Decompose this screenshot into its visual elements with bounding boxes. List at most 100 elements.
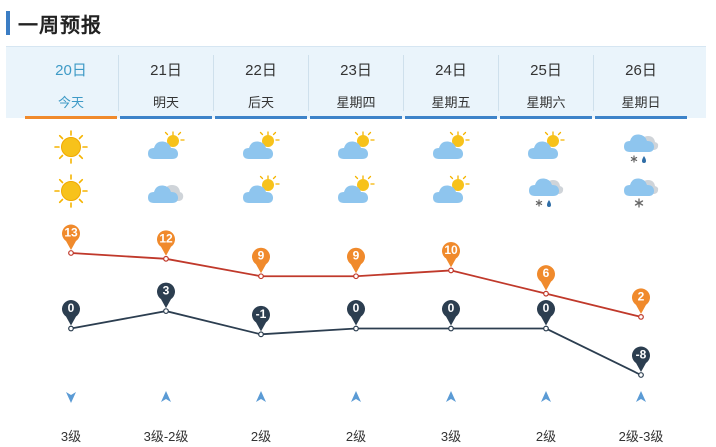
low-temp-label: 0 (68, 301, 75, 315)
low-temp-point (258, 331, 264, 338)
low-temp-label: 3 (163, 284, 170, 298)
sunny-icon (51, 173, 91, 209)
day-name: 后天 (247, 95, 274, 110)
wind-arrow-up-icon (634, 390, 648, 404)
wind-arrow-up-icon (254, 390, 268, 404)
section-header: 一周预报 (6, 8, 102, 38)
high-temp-point (638, 314, 644, 320)
wind-level-label: 2级 (345, 429, 367, 444)
low-temp-point (638, 372, 644, 378)
wind-level-label: 3级 (440, 429, 462, 444)
day-date: 21日 (150, 62, 182, 79)
high-temp-label: 6 (543, 266, 550, 280)
high-temp-marker (631, 288, 650, 314)
day-name: 今天 (57, 95, 84, 110)
wind-level-label: 2级-3级 (618, 429, 664, 444)
day-name: 星期日 (621, 95, 661, 110)
high-temp-label: 9 (258, 249, 265, 263)
high-temp-marker (156, 230, 176, 256)
day-separator (118, 55, 119, 111)
high-temp-marker (537, 265, 555, 291)
partly-cloudy-icon (336, 129, 376, 165)
day-tab-2[interactable]: 22日后天 (215, 47, 307, 119)
partly-cloudy-icon (526, 129, 566, 165)
low-temp-marker (631, 346, 650, 372)
wind-arrow-up-icon (539, 390, 553, 404)
day-tab-underline (120, 116, 212, 119)
day-separator (213, 55, 214, 111)
partly-cloudy-icon (431, 173, 471, 209)
low-temp-marker (252, 305, 270, 332)
day-name: 明天 (152, 95, 179, 110)
day-tab-underline (310, 116, 402, 119)
high-temp-label: 13 (64, 226, 78, 240)
high-temp-marker (62, 224, 81, 250)
partly-cloudy-icon (241, 129, 281, 165)
date-tab-strip: 20日 今天 21日 明天 22日 后天 23日 星期四 24日 星期五 25日 星期六 26日 星期日 (6, 46, 706, 119)
snow-icon (621, 173, 661, 209)
low-temp-marker (157, 282, 175, 309)
day-name: 星期五 (431, 95, 471, 110)
high-temp-label: 2 (638, 289, 645, 303)
day-name: 星期四 (336, 95, 376, 110)
day-tab-4[interactable]: 24日星期五 (405, 47, 497, 119)
high-temp-point (163, 255, 169, 262)
high-temp-marker (252, 247, 271, 274)
high-temp-marker (442, 241, 461, 268)
day-tab-underline (595, 116, 687, 119)
low-temp-point (163, 308, 169, 314)
day-separator (593, 55, 594, 111)
day-tab-6[interactable]: 26日星期日 (595, 47, 687, 119)
day-date: 23日 (340, 62, 372, 79)
day-date: 26日 (625, 62, 657, 79)
wind-arrow-down-icon (64, 390, 78, 404)
day-separator (403, 55, 404, 111)
day-tab-underline (405, 116, 497, 119)
sleet-icon (526, 173, 566, 209)
wind-arrow-up-icon (349, 390, 363, 404)
low-temp-marker (442, 300, 461, 326)
day-separator (308, 55, 309, 111)
low-temp-label: 0 (448, 301, 455, 315)
day-date: 20日 (55, 62, 87, 79)
low-temp-point (448, 325, 454, 332)
day-date: 22日 (245, 62, 277, 79)
partly-cloudy-icon (241, 173, 281, 209)
wind-level-label: 2级 (250, 429, 272, 444)
low-temp-point (543, 325, 549, 332)
day-date: 24日 (435, 62, 467, 79)
low-temp-label: 0 (543, 301, 550, 315)
high-temp-label: 9 (353, 249, 360, 263)
day-separator (498, 55, 499, 111)
low-temp-marker (536, 300, 555, 326)
high-temp-point (353, 273, 359, 280)
high-temp-point (543, 290, 549, 297)
partly-cloudy-icon (146, 129, 186, 165)
day-tab-3[interactable]: 23日星期四 (310, 47, 402, 119)
cloudy-icon (146, 173, 186, 209)
sleet-icon (621, 129, 661, 165)
low-temp-point (68, 325, 74, 332)
low-temp-label: -1 (256, 307, 267, 321)
high-temp-label: 10 (444, 243, 458, 257)
sunny-icon (51, 129, 91, 165)
low-temp-label: 0 (353, 301, 360, 315)
low-temp-line (70, 310, 642, 376)
header-accent-bar (6, 11, 10, 35)
page-title: 一周预报 (18, 14, 102, 37)
day-tab-underline (215, 116, 307, 119)
wind-level-label: 3级-2级 (143, 429, 189, 444)
day-tab-0[interactable]: 20日今天 (25, 47, 117, 119)
low-temp-point (353, 325, 359, 332)
low-temp-marker (347, 300, 365, 326)
day-date: 25日 (530, 62, 562, 79)
high-temp-point (448, 267, 454, 274)
high-temp-line (70, 252, 642, 318)
day-tab-5[interactable]: 25日星期六 (500, 47, 592, 119)
wind-arrow-up-icon (444, 390, 458, 404)
day-tab-1[interactable]: 21日明天 (120, 47, 212, 119)
high-temp-point (258, 273, 264, 280)
low-temp-marker (62, 300, 81, 326)
high-temp-marker (347, 247, 365, 274)
day-name: 星期六 (526, 95, 566, 110)
